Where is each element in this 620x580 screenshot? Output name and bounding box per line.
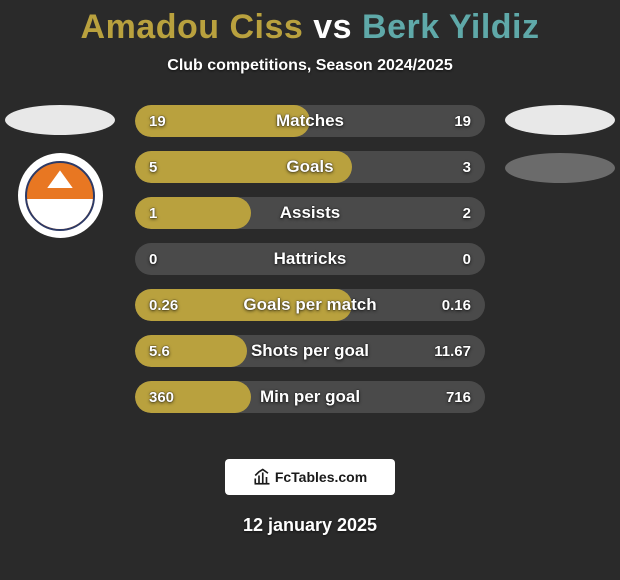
chart-icon [253,468,271,486]
player2-oval-2 [505,153,615,183]
player1-oval [5,105,115,135]
player2-oval-1 [505,105,615,135]
stat-label: Matches [135,105,485,137]
stat-label: Hattricks [135,243,485,275]
club-badge-inner [25,161,95,231]
stat-label: Shots per goal [135,335,485,367]
stat-value-p2: 2 [463,197,471,229]
stat-bar: 0.26Goals per match0.16 [135,289,485,321]
stat-bars: 19Matches19 5Goals3 1Assists2 0Hattricks0 0.… [135,105,485,413]
stat-label: Goals per match [135,289,485,321]
brand-text: FcTables.com [275,469,367,485]
date-text: 12 january 2025 [0,515,620,536]
brand-footer: FcTables.com [225,459,395,495]
stat-value-p2: 0 [463,243,471,275]
subtitle: Club competitions, Season 2024/2025 [0,57,620,75]
stat-label: Assists [135,197,485,229]
vs-text: vs [313,8,352,46]
player2-name: Berk Yildiz [362,8,539,46]
stat-bar: 1Assists2 [135,197,485,229]
stat-bar: 5.6Shots per goal11.67 [135,335,485,367]
page-title: Amadou Ciss vs Berk Yildiz [0,0,620,47]
stat-bar: 0Hattricks0 [135,243,485,275]
stat-value-p2: 0.16 [442,289,471,321]
left-side-column [0,105,120,238]
right-side-column [500,105,620,183]
stat-bar: 360Min per goal716 [135,381,485,413]
stat-label: Goals [135,151,485,183]
stat-label: Min per goal [135,381,485,413]
stat-bar: 5Goals3 [135,151,485,183]
player1-name: Amadou Ciss [81,8,304,46]
club-badge-left [18,153,103,238]
stat-value-p2: 3 [463,151,471,183]
comparison-content: 19Matches19 5Goals3 1Assists2 0Hattricks0 0.… [0,105,620,435]
stat-bar: 19Matches19 [135,105,485,137]
stat-value-p2: 716 [446,381,471,413]
stat-value-p2: 11.67 [434,335,471,367]
stat-value-p2: 19 [454,105,471,137]
